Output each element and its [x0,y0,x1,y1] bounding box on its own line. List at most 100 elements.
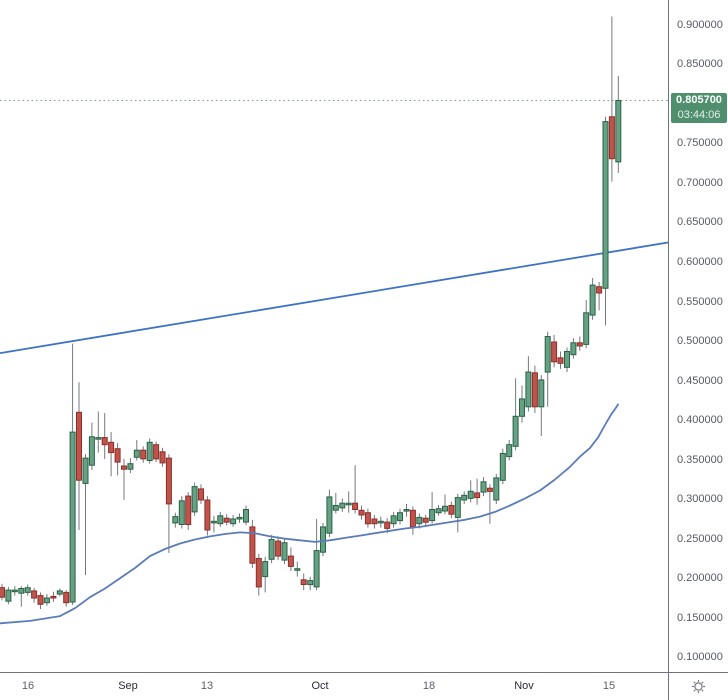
candles-layer [0,16,622,609]
candle-down [121,465,127,470]
price-axis[interactable]: 0.805700 03:44:06 0.900000 0.850000 0.7500… [668,0,728,672]
candle-down [153,444,160,460]
candle-up [281,542,288,561]
candle-down [352,502,359,511]
current-price-badge: 0.805700 03:44:06 [671,92,727,123]
scale-settings-button[interactable] [688,676,710,698]
candle-down [275,540,282,557]
candle-down [474,492,481,499]
candle-up [435,508,442,514]
candle-up [461,494,468,501]
candle-down [101,437,108,446]
time-axis-day-label: 13 [200,680,214,692]
candle-up [217,515,224,525]
price-axis-label: 0.600000 [677,256,723,268]
candle-down [422,517,429,523]
price-axis-label: 0.850000 [677,58,723,71]
candle-up [95,437,102,440]
candle-up [320,526,326,553]
candle-down [371,518,378,525]
current-price-value: 0.805700 [676,93,722,106]
candle-up [172,516,179,524]
candle-up [345,502,352,506]
candle-down [300,579,307,585]
candle-up [506,444,513,458]
ma-line [0,403,619,625]
candle-up [133,449,140,458]
candle-up [397,512,403,522]
axis-corner-cell [668,672,728,700]
bar-countdown: 03:44:06 [677,108,721,121]
time-axis-month-label: Nov [514,680,534,692]
candle-up [570,342,577,356]
candle-up [519,398,525,417]
candle-up [589,284,596,316]
price-axis-label: 0.450000 [677,374,723,387]
candle-down [50,595,57,599]
candle-up [146,441,153,461]
candle-down [557,357,564,364]
candle-up [294,568,301,571]
time-axis[interactable]: 16 Sep 13 Oct 18 Nov 15 [0,672,668,700]
candle-up [442,505,448,512]
candle-down [140,449,147,460]
candle-down [384,521,391,529]
candle-up [339,502,346,509]
candle-down [108,441,115,454]
candle-up [24,587,31,593]
chart-pane[interactable] [0,0,668,672]
candlestick-chart [0,16,668,625]
candle-up [56,590,63,595]
candle-up [499,452,506,481]
candle-up [416,516,423,525]
candle-down [364,512,371,525]
candle-down [198,488,204,501]
price-axis-label: 0.300000 [677,493,723,505]
candle-up [191,486,198,513]
candle-up [564,351,570,368]
price-axis-label: 0.400000 [677,414,723,426]
candle-down [409,509,416,528]
candle-down [165,457,172,505]
candle-up [615,100,622,163]
candle-up [178,500,185,525]
candle-up [127,463,134,470]
candle-down [486,487,493,492]
time-axis-day-label: 15 [602,680,616,692]
candle-up [82,457,89,484]
candle-up [243,509,249,523]
candle-down [63,591,70,604]
price-axis-label: 0.650000 [677,216,723,229]
candle-down [31,590,38,599]
price-axis-label: 0.100000 [677,651,723,664]
time-axis-day-label: 18 [422,680,436,692]
candle-up [480,481,487,493]
candle-up [18,588,25,594]
price-axis-label: 0.900000 [677,18,723,31]
candle-down [358,509,365,516]
price-axis-label: 0.750000 [677,137,723,150]
time-axis-month-label: Oct [311,680,329,692]
candle-up [390,515,397,525]
candle-up [525,371,532,408]
candle-down [249,526,256,564]
candle-up [11,589,18,593]
candle-up [544,336,551,373]
candle-up [210,520,217,524]
price-axis-label: 0.500000 [677,335,723,347]
candle-up [230,518,237,525]
trendline-drawing[interactable] [0,241,668,354]
candle-up [88,436,95,466]
gear-icon [691,679,706,694]
candle-down [185,495,192,526]
price-axis-label: 0.200000 [677,572,723,584]
candle-up [332,505,339,511]
candle-down [204,499,211,531]
candle-up [43,597,50,604]
candle-down [576,342,583,347]
candle-up [429,509,436,522]
candle-down [159,451,166,464]
candle-up [69,431,76,603]
price-axis-label: 0.550000 [677,295,723,308]
